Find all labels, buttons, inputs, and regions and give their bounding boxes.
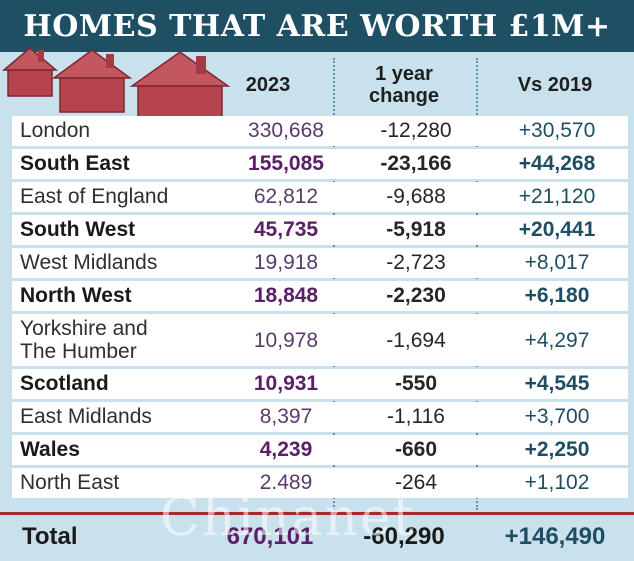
change-cell: -1,116 <box>346 402 486 432</box>
table-row: Wales 4,239 -660 +2,250 <box>12 435 628 465</box>
region-name: Scotland <box>20 372 109 395</box>
value-2023-cell: 19,918 <box>226 248 346 278</box>
house-icon <box>51 49 133 113</box>
value-2023-cell: 45,735 <box>226 215 346 245</box>
change-cell: -23,166 <box>346 149 486 179</box>
value-2023-cell: 4,239 <box>226 435 346 465</box>
region-name: Yorkshire and <box>20 317 148 340</box>
total-vs-2019: +146,490 <box>504 523 606 550</box>
column-header-vs-2019: Vs 2019 <box>482 58 628 112</box>
vs-2019-cell: +21,120 <box>486 182 628 212</box>
change-cell: -2,230 <box>346 281 486 311</box>
change-cell: -1,694 <box>346 314 486 366</box>
region-name: East Midlands <box>20 405 152 428</box>
change-cell: -2,723 <box>346 248 486 278</box>
column-header-change: 1 year change <box>338 58 470 112</box>
change-cell: -5,918 <box>346 215 486 245</box>
value-2023-cell: 62,812 <box>226 182 346 212</box>
change-cell: -9,688 <box>346 182 486 212</box>
data-table: London 330,668 -12,280 +30,570 South East 155… <box>12 113 628 501</box>
region-cell: North West <box>12 281 226 311</box>
region-cell: West Midlands <box>12 248 226 278</box>
vs-2019-cell: +44,268 <box>486 149 628 179</box>
region-name-line2: The Humber <box>20 340 137 363</box>
value-2023-cell: 10,978 <box>226 314 346 366</box>
change-cell: -264 <box>346 468 486 498</box>
total-label: Total <box>22 523 78 550</box>
region-name: Wales <box>20 438 80 461</box>
region-cell: East Midlands <box>12 402 226 432</box>
vs-2019-cell: +4,545 <box>486 369 628 399</box>
value-2023-cell: 330,668 <box>226 116 346 146</box>
value-2023-cell: 2.489 <box>226 468 346 498</box>
region-cell: East of England <box>12 182 226 212</box>
table-row: East of England 62,812 -9,688 +21,120 <box>12 182 628 212</box>
region-cell: Scotland <box>12 369 226 399</box>
vs-2019-cell: +1,102 <box>486 468 628 498</box>
change-cell: -550 <box>346 369 486 399</box>
region-name: London <box>20 119 91 142</box>
vs-2019-cell: +20,441 <box>486 215 628 245</box>
value-2023-cell: 10,931 <box>226 369 346 399</box>
title-bar: HOMES THAT ARE WORTH £1M+ <box>0 0 634 52</box>
region-name: North West <box>20 284 132 307</box>
region-name: North East <box>20 471 120 494</box>
region-cell: Yorkshire and The Humber <box>12 314 226 366</box>
column-header-vs-2019-label: Vs 2019 <box>517 74 593 96</box>
table-row: Yorkshire and The Humber 10,978 -1,694 +4,29… <box>12 314 628 366</box>
region-name: South East <box>20 152 130 175</box>
value-2023-cell: 155,085 <box>226 149 346 179</box>
column-header-2023: 2023 <box>218 58 318 112</box>
region-cell: Wales <box>12 435 226 465</box>
vs-2019-cell: +30,570 <box>486 116 628 146</box>
column-header-2023-label: 2023 <box>245 74 291 96</box>
total-2023: 670,101 <box>226 523 314 550</box>
table-row: South West 45,735 -5,918 +20,441 <box>12 215 628 245</box>
region-name: East of England <box>20 185 169 208</box>
table-row: South East 155,085 -23,166 +44,268 <box>12 149 628 179</box>
column-header-change-line2: change <box>368 85 440 107</box>
watermark: Chinanet <box>160 488 416 548</box>
value-2023-cell: 8,397 <box>226 402 346 432</box>
house-icon <box>1 47 59 97</box>
column-header-change-line1: 1 year <box>375 63 433 85</box>
table-row: North West 18,848 -2,230 +6,180 <box>12 281 628 311</box>
table-row: West Midlands 19,918 -2,723 +8,017 <box>12 248 628 278</box>
chart-title: HOMES THAT ARE WORTH £1M+ <box>23 8 611 44</box>
value-2023-cell: 18,848 <box>226 281 346 311</box>
table-row: Scotland 10,931 -550 +4,545 <box>12 369 628 399</box>
region-name: South West <box>20 218 136 241</box>
vs-2019-cell: +3,700 <box>486 402 628 432</box>
table-row: North East 2.489 -264 +1,102 <box>12 468 628 498</box>
region-cell: South East <box>12 149 226 179</box>
region-cell: North East <box>12 468 226 498</box>
change-cell: -660 <box>346 435 486 465</box>
table-row: East Midlands 8,397 -1,116 +3,700 <box>12 402 628 432</box>
change-cell: -12,280 <box>346 116 486 146</box>
vs-2019-cell: +6,180 <box>486 281 628 311</box>
vs-2019-cell: +2,250 <box>486 435 628 465</box>
region-cell: London <box>12 116 226 146</box>
region-name: West Midlands <box>20 251 158 274</box>
vs-2019-cell: +4,297 <box>486 314 628 366</box>
region-cell: South West <box>12 215 226 245</box>
total-row: Total 670,101 -60,290 +146,490 <box>0 512 634 561</box>
total-change: -60,290 <box>363 523 445 550</box>
table-row: London 330,668 -12,280 +30,570 <box>12 116 628 146</box>
vs-2019-cell: +8,017 <box>486 248 628 278</box>
